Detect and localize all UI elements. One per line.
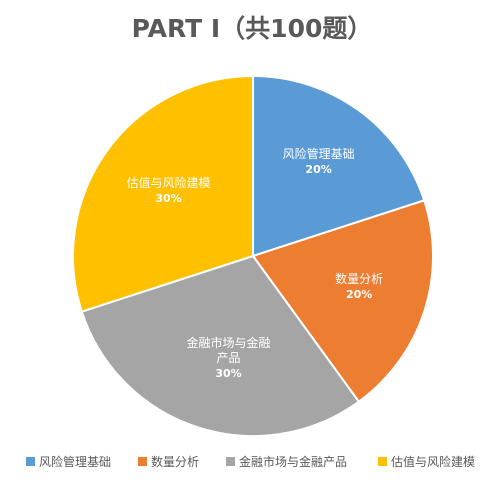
slice-label-3: 金融市场与金融产品 [187, 335, 271, 365]
slice-value-4: 30% [155, 192, 181, 205]
slice-value-2: 20% [346, 288, 372, 301]
slice-label-1: 风险管理基础 [283, 146, 355, 161]
legend: 风险管理基础 数量分析 金融市场与金融产品 估值与风险建模 [26, 454, 475, 469]
chart-title: PART I（共100题） [132, 14, 373, 43]
pie-slice-2 [251, 199, 434, 404]
slice-value-3: 30% [215, 367, 241, 380]
pie-slice-1 [252, 74, 426, 258]
pie-slices [72, 74, 434, 437]
slice-labels: 风险管理基础 20% 数量分析 20% 金融市场与金融产品 30% 估值与风险建模 30% [127, 146, 384, 380]
pie-slice-3 [80, 254, 361, 437]
legend-label-1: 风险管理基础 [39, 454, 111, 469]
pie-slice-4 [72, 74, 254, 313]
slice-label-4: 估值与风险建模 [127, 175, 211, 190]
slice-label-2: 数量分析 [335, 271, 383, 286]
legend-swatch-1 [26, 457, 35, 466]
slice-value-1: 20% [305, 163, 331, 176]
legend-swatch-4 [378, 457, 387, 466]
legend-label-4: 估值与风险建模 [391, 454, 475, 469]
legend-label-2: 数量分析 [151, 454, 199, 469]
legend-label-3: 金融市场与金融产品 [239, 454, 347, 469]
legend-swatch-3 [226, 457, 235, 466]
legend-swatch-2 [138, 457, 147, 466]
